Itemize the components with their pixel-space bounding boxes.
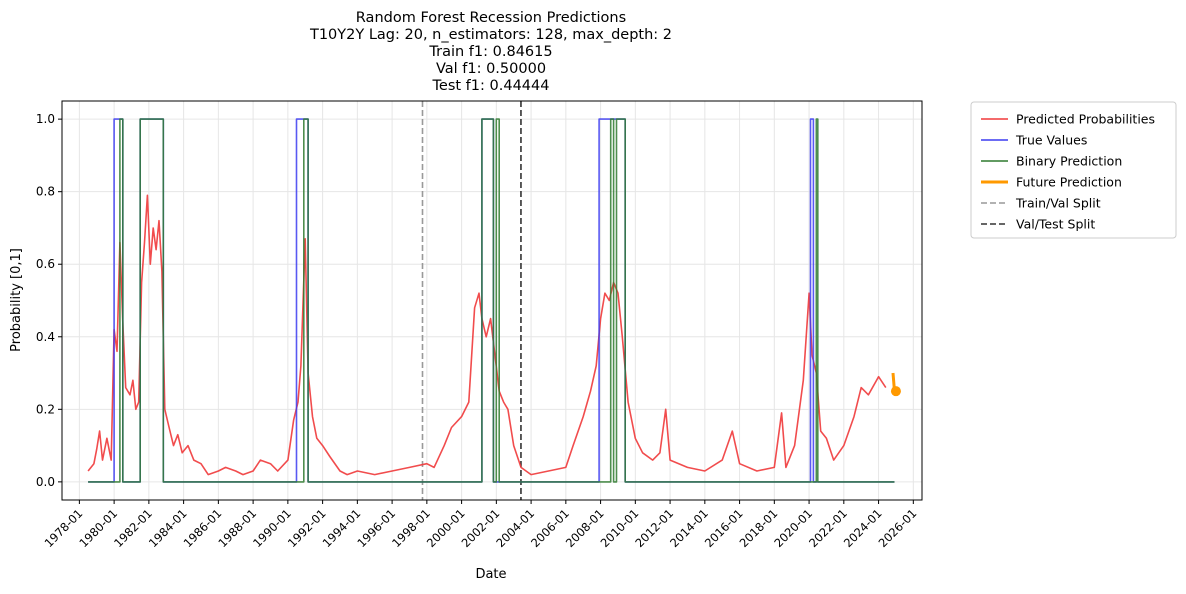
- chart-title-line: Val f1: 0.50000: [436, 61, 546, 77]
- chart-title-line: Train f1: 0.84615: [428, 44, 552, 60]
- y-tick-label: 0.8: [36, 185, 55, 199]
- series-line: [87, 194, 887, 476]
- series-line: [88, 118, 895, 483]
- y-tick-label: 0.4: [36, 330, 55, 344]
- grid-lines: [62, 101, 922, 500]
- series-line: [88, 118, 895, 483]
- legend-label: Future Prediction: [1016, 175, 1122, 190]
- chart-title: Random Forest Recession Predictions T10Y…: [309, 10, 672, 94]
- x-axis-label: Date: [475, 567, 506, 582]
- y-tick-label: 0.0: [36, 475, 55, 489]
- plot-series: [87, 101, 901, 500]
- x-tick-label: 2026-01: [876, 506, 920, 550]
- future-point-marker: [890, 386, 901, 397]
- y-tick-label: 0.2: [36, 402, 55, 416]
- chart-title-line: Random Forest Recession Predictions: [356, 10, 626, 26]
- legend-frame: [970, 101, 1177, 239]
- legend-label: True Values: [1015, 133, 1087, 148]
- chart-title-line: T10Y2Y Lag: 20, n_estimators: 128, max_d…: [309, 27, 672, 43]
- y-tick-label: 0.6: [36, 257, 55, 271]
- chart-title-line: Test f1: 0.44444: [432, 78, 550, 94]
- plot-frame: [61, 100, 923, 501]
- y-tick-label: 1.0: [36, 112, 55, 126]
- legend-label: Predicted Probabilities: [1016, 112, 1155, 127]
- legend-label: Train/Val Split: [1015, 196, 1101, 211]
- legend-label: Val/Test Split: [1016, 217, 1095, 232]
- legend: Predicted Probabilities True Values Binary…: [970, 101, 1177, 239]
- y-axis-label: Probability [0,1]: [9, 248, 24, 352]
- legend-label: Binary Prediction: [1016, 154, 1122, 169]
- axis-ticks: 1978-011980-011982-011984-011986-011988-…: [36, 112, 920, 550]
